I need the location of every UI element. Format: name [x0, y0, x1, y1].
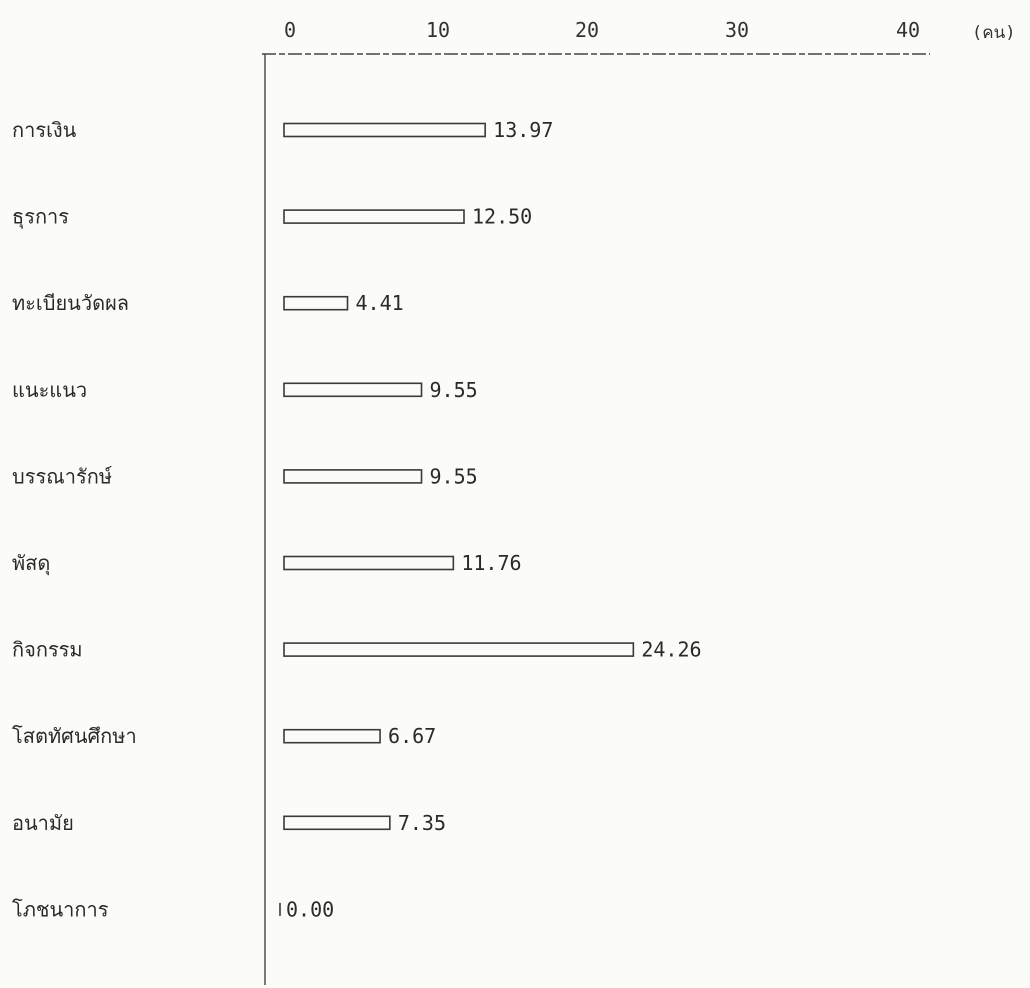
- x-tick-label: 10: [426, 18, 450, 42]
- bar: [283, 122, 486, 138]
- value-label: 11.76: [461, 551, 521, 575]
- category-label: อนามัย: [12, 811, 74, 835]
- x-tick-label: 30: [725, 18, 749, 42]
- category-label: โภชนาการ: [12, 897, 109, 921]
- bar: [283, 295, 349, 311]
- value-label: 0.00: [286, 897, 334, 921]
- bar: [283, 642, 635, 657]
- x-axis-unit-label: (คน): [972, 23, 1015, 43]
- bar: [283, 209, 465, 224]
- bar: [283, 815, 391, 831]
- x-tick-label: 40: [896, 18, 920, 42]
- bar: [283, 555, 455, 571]
- value-label: 9.55: [430, 464, 478, 488]
- category-label: โสตทัศนศึกษา: [12, 724, 137, 748]
- bar: [283, 469, 423, 484]
- value-label: 7.35: [398, 811, 446, 835]
- category-label: การเงิน: [12, 118, 77, 142]
- x-tick-label: 20: [575, 18, 599, 42]
- category-label: ทะเบียนวัดผล: [12, 291, 129, 315]
- category-label: แนะแนว: [12, 378, 87, 402]
- value-label: 13.97: [493, 118, 553, 142]
- category-label: พัสดุ: [12, 551, 50, 576]
- category-label: ธุรการ: [12, 205, 69, 230]
- value-label: 24.26: [641, 638, 701, 662]
- bar: [283, 382, 423, 398]
- category-label: กิจกรรม: [12, 638, 83, 662]
- category-label: บรรณารักษ์: [12, 464, 112, 488]
- bar: [283, 728, 381, 744]
- value-label: 9.55: [430, 378, 478, 402]
- value-label: 4.41: [356, 291, 404, 315]
- value-label: 12.50: [472, 205, 532, 229]
- value-label: 6.67: [388, 724, 436, 748]
- x-tick-label: 0: [284, 18, 296, 42]
